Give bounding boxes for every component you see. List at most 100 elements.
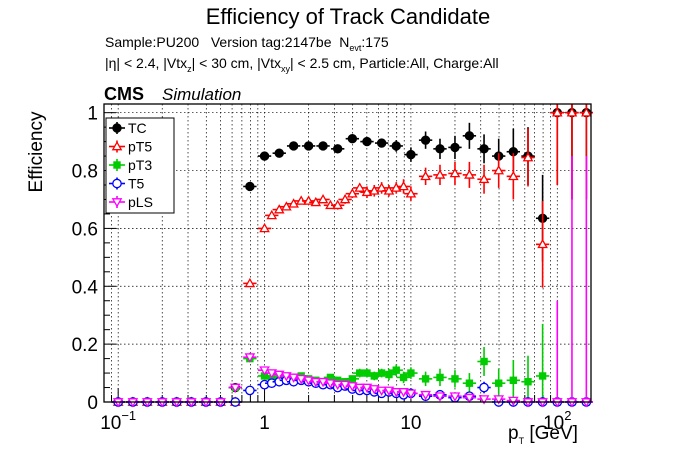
y-tick-label: 0 bbox=[87, 393, 98, 414]
data-point bbox=[493, 165, 505, 175]
data-point bbox=[436, 373, 444, 382]
legend: TC pT5 pT3 T5 pLS bbox=[105, 117, 175, 214]
data-point bbox=[259, 151, 270, 161]
data-point bbox=[295, 375, 307, 385]
data-point bbox=[464, 169, 475, 179]
legend-label: pT3 bbox=[128, 157, 152, 173]
data-point bbox=[326, 373, 335, 382]
data-point bbox=[398, 388, 409, 398]
data-point bbox=[368, 185, 380, 195]
data-point bbox=[407, 369, 415, 377]
data-point bbox=[398, 180, 409, 191]
data-point bbox=[405, 389, 417, 399]
selection-cuts: |η| < 2.4, |Vtxz| < 30 cm, |Vtxxy| < 2.5… bbox=[105, 55, 499, 74]
data-point bbox=[317, 193, 329, 204]
data-point bbox=[361, 186, 373, 197]
data-point bbox=[451, 375, 459, 383]
data-point bbox=[361, 383, 373, 394]
sample-info: Sample:PU200 Version tag:2147be Nevt:175 bbox=[105, 34, 389, 53]
x-tick-label: 102 bbox=[543, 408, 571, 434]
data-point bbox=[478, 395, 490, 405]
cut-text: |η| < 2.4, |Vtx bbox=[105, 55, 188, 71]
data-point bbox=[479, 382, 489, 393]
x-tick-label-base: 10 bbox=[543, 413, 564, 434]
data-point bbox=[288, 198, 299, 208]
data-point bbox=[435, 144, 445, 154]
data-point bbox=[229, 383, 241, 394]
data-point bbox=[310, 196, 322, 207]
legend-label: TC bbox=[128, 120, 147, 136]
data-point bbox=[551, 107, 563, 117]
data-point bbox=[288, 373, 299, 383]
cut-sub: z bbox=[187, 63, 192, 74]
data-point bbox=[318, 141, 328, 151]
data-point bbox=[259, 366, 270, 376]
data-point bbox=[281, 372, 292, 382]
data-point bbox=[390, 182, 402, 192]
data-point bbox=[245, 385, 255, 396]
x-tick-label-base: 10 bbox=[100, 413, 121, 434]
data-point bbox=[399, 373, 408, 382]
x-tick-label-exponent: 2 bbox=[564, 408, 571, 423]
cms-label: CMS bbox=[104, 84, 144, 104]
cut-sub: xy bbox=[280, 63, 290, 74]
chart-title: Efficiency of Track Candidate bbox=[205, 4, 491, 29]
simulation-label: Simulation bbox=[162, 85, 242, 104]
data-point bbox=[339, 193, 351, 204]
data-point bbox=[288, 141, 299, 151]
data-point bbox=[266, 369, 278, 379]
data-point bbox=[347, 134, 358, 144]
data-point bbox=[303, 376, 314, 386]
x-tick-label-base: 10 bbox=[400, 413, 421, 434]
legend-label: pT5 bbox=[128, 139, 152, 155]
nevt-value: :175 bbox=[361, 34, 389, 50]
version-label: Version tag:2147be bbox=[210, 34, 332, 50]
x-axis-label-unit: [GeV] bbox=[524, 423, 578, 444]
data-point bbox=[420, 135, 431, 145]
x-tick-label-exponent: −1 bbox=[121, 408, 136, 423]
data-point bbox=[113, 161, 121, 169]
data-point bbox=[112, 123, 122, 133]
data-point bbox=[377, 369, 386, 377]
data-point bbox=[465, 379, 474, 387]
data-point bbox=[333, 376, 342, 385]
data-point bbox=[363, 369, 371, 377]
data-point bbox=[385, 370, 393, 379]
grid bbox=[103, 104, 591, 403]
data-point bbox=[274, 148, 284, 158]
x-axis-label-sub: T bbox=[518, 435, 525, 446]
nevt-symbol: N bbox=[339, 34, 350, 50]
data-point bbox=[317, 377, 329, 388]
data-point bbox=[244, 277, 256, 288]
data-point bbox=[356, 369, 364, 377]
data-point bbox=[421, 375, 430, 383]
x-axis-label: pT [GeV] bbox=[508, 423, 578, 446]
data-point bbox=[479, 144, 489, 154]
y-tick-label: 0.8 bbox=[72, 162, 98, 183]
y-tick-label: 1 bbox=[87, 104, 98, 125]
y-tick-label: 0.6 bbox=[72, 219, 98, 240]
legend-label: T5 bbox=[128, 176, 145, 192]
data-point bbox=[509, 376, 518, 385]
data-point bbox=[266, 209, 278, 220]
data-point bbox=[478, 173, 490, 184]
data-point bbox=[495, 379, 503, 387]
data-point bbox=[464, 131, 475, 141]
data-point bbox=[522, 152, 534, 162]
data-point bbox=[464, 393, 475, 404]
data-point bbox=[111, 140, 123, 151]
sample-label: Sample:PU200 bbox=[105, 34, 200, 50]
nevt-subscript: evt bbox=[349, 42, 362, 53]
data-point bbox=[332, 199, 343, 210]
data-point bbox=[347, 188, 358, 198]
data-point bbox=[508, 170, 519, 181]
data-point bbox=[480, 357, 488, 366]
data-point bbox=[259, 222, 270, 233]
cut-text: | < 2.5 cm, Particle:All, Charge:All bbox=[289, 55, 499, 71]
data-point bbox=[383, 386, 395, 396]
x-tick-label-base: 1 bbox=[259, 413, 270, 434]
data-point bbox=[303, 141, 314, 151]
data-point bbox=[244, 353, 256, 363]
data-point bbox=[112, 178, 122, 189]
data-point bbox=[376, 138, 387, 148]
